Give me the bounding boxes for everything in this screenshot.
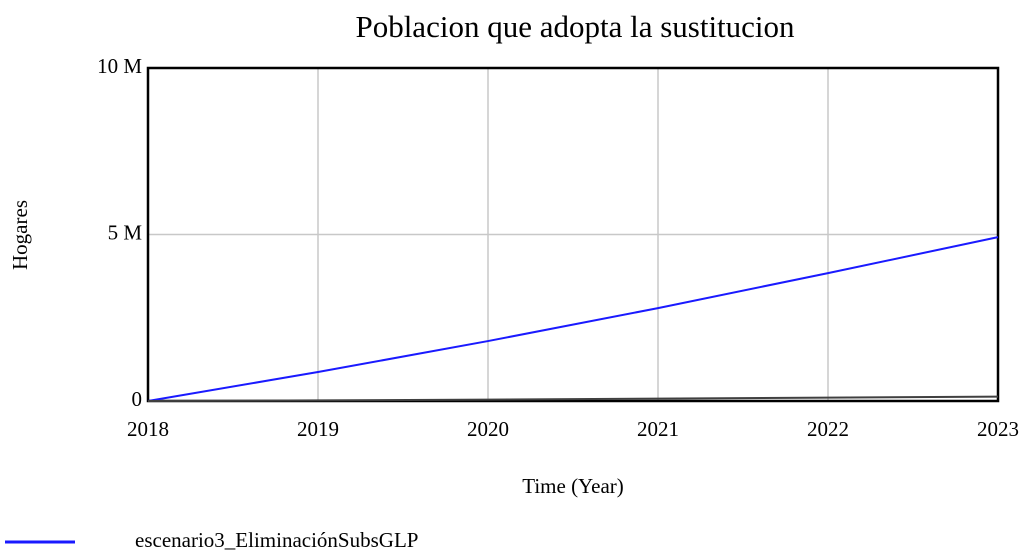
x-tick-label: 2019 [297,417,339,441]
x-axis-label: Time (Year) [522,474,624,498]
chart-title: Poblacion que adopta la sustitucion [355,9,795,44]
plot-frame [146,66,1000,403]
y-tick-label: 0 [132,387,143,411]
data-line [147,236,999,402]
y-axis-label: Hogares [8,200,32,270]
x-tick-label: 2018 [127,417,169,441]
y-tick-label: 10 M [97,54,142,78]
legend-label: escenario3_EliminaciónSubsGLP [135,528,418,552]
x-tick-label: 2020 [467,417,509,441]
x-tick-label: 2023 [977,417,1019,441]
y-tick-label: 5 M [108,220,143,244]
x-tick-label: 2021 [637,417,679,441]
x-tick-label: 2022 [807,417,849,441]
data-line [147,395,999,402]
